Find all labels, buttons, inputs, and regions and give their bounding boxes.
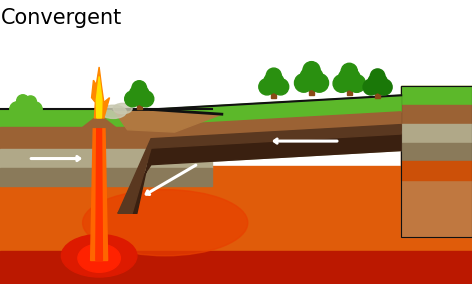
Circle shape [341,63,357,80]
Ellipse shape [78,244,120,272]
Circle shape [125,91,141,107]
Circle shape [259,79,275,95]
Circle shape [376,79,392,95]
Circle shape [17,95,29,107]
Bar [309,82,314,95]
Bar [137,98,142,109]
Circle shape [16,97,36,118]
Circle shape [138,91,154,107]
Polygon shape [118,125,401,213]
Polygon shape [96,76,102,118]
Polygon shape [401,86,472,237]
Circle shape [368,73,388,93]
Polygon shape [0,149,212,168]
Circle shape [129,85,149,105]
Bar [347,82,352,95]
Circle shape [263,72,284,93]
Circle shape [295,74,313,92]
Polygon shape [401,105,472,124]
Polygon shape [401,124,472,142]
Circle shape [338,68,360,90]
Ellipse shape [113,103,132,114]
Polygon shape [91,119,108,260]
Ellipse shape [61,235,137,277]
Bar [375,86,380,98]
Polygon shape [118,134,401,213]
Polygon shape [0,166,472,284]
Polygon shape [151,112,401,146]
Circle shape [132,81,146,95]
Circle shape [371,69,385,84]
Ellipse shape [100,105,126,119]
Polygon shape [92,67,110,118]
Polygon shape [0,109,212,127]
Polygon shape [401,86,472,105]
Polygon shape [83,119,116,127]
Polygon shape [401,161,472,180]
Polygon shape [151,95,401,126]
Circle shape [27,102,42,117]
Polygon shape [0,168,212,186]
Polygon shape [401,142,472,161]
Circle shape [348,75,365,92]
Circle shape [272,79,289,95]
Ellipse shape [83,190,248,256]
Polygon shape [0,251,472,284]
Polygon shape [113,109,222,132]
Bar [271,86,276,98]
Circle shape [266,68,281,83]
Circle shape [303,62,320,79]
Polygon shape [96,119,102,260]
Polygon shape [0,127,212,149]
Text: Convergent: Convergent [0,8,122,28]
Polygon shape [151,132,401,165]
Circle shape [300,66,323,89]
Circle shape [333,75,351,92]
Circle shape [363,79,379,95]
Circle shape [25,96,36,107]
Circle shape [310,74,329,92]
Circle shape [10,102,25,117]
